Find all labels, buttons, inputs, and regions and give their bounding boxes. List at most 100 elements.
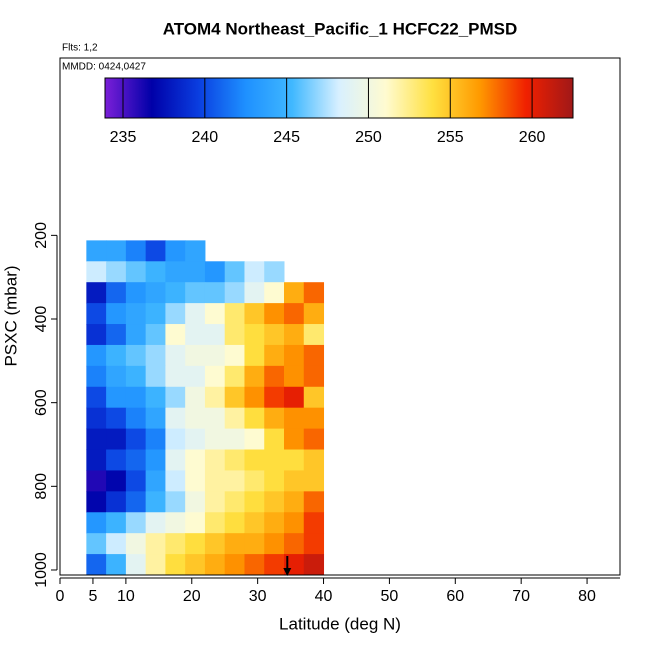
curtain-cell (165, 449, 186, 471)
curtain-cell (165, 491, 186, 513)
curtain-cell (145, 261, 166, 283)
curtain-cell (185, 324, 206, 346)
curtain-cell (185, 282, 206, 304)
curtain-cell (165, 261, 186, 283)
curtain-cell (106, 240, 127, 262)
curtain-cell (264, 428, 285, 451)
curtain-cell (224, 324, 245, 346)
curtain-cell (185, 554, 206, 576)
curtain-cell (185, 344, 206, 367)
curtain-cell (125, 491, 147, 513)
latitude-marker (283, 556, 292, 576)
y-axis-label: PSXC (mbar) (1, 265, 20, 366)
curtain-cell (224, 470, 245, 492)
x-tick-label: 50 (381, 588, 399, 605)
curtain-cell (264, 470, 285, 492)
curtain-cell (145, 470, 166, 492)
curtain-cell (185, 386, 206, 409)
curtain-cell (86, 240, 107, 262)
curtain-cell (125, 554, 147, 576)
x-tick-label: 10 (117, 588, 135, 605)
curtain-cell (86, 386, 107, 409)
curtain-cell (145, 554, 166, 576)
curtain-cell (264, 261, 285, 283)
curtain-cell (185, 261, 206, 283)
curtain-cell (303, 365, 325, 388)
y-tick-label: 800 (33, 473, 50, 500)
curtain-cell (185, 240, 206, 262)
x-tick-label: 80 (578, 588, 596, 605)
curtain-cell (264, 365, 285, 388)
curtain-cell (244, 407, 265, 430)
colorbar-tick-label: 260 (519, 129, 546, 146)
curtain-cell (125, 324, 147, 346)
curtain-cell (125, 240, 147, 262)
curtain-cell (204, 407, 226, 430)
curtain-cell (86, 512, 107, 534)
curtain-cell (86, 407, 107, 430)
curtain-cell (165, 386, 186, 409)
curtain-cell (185, 512, 206, 534)
curtain-cell (145, 282, 166, 304)
curtain-cell (224, 554, 245, 576)
colorbar (104, 77, 574, 119)
y-tick-label: 400 (33, 306, 50, 333)
curtain-cell (145, 491, 166, 513)
curtain-cell (125, 344, 147, 367)
curtain-cell (224, 491, 245, 513)
curtain-cell (284, 512, 305, 534)
curtain-cell (106, 261, 127, 283)
curtain-cell (204, 344, 226, 367)
curtain-cell (204, 533, 226, 555)
curtain-cell (145, 407, 166, 430)
chart-title: ATOM4 Northeast_Pacific_1 HCFC22_PMSD (163, 19, 518, 38)
colorbar-tick-label: 240 (191, 129, 218, 146)
curtain-cell (165, 554, 186, 576)
curtain-cell (264, 491, 285, 513)
curtain-cell (185, 365, 206, 388)
curtain-cell (284, 407, 305, 430)
curtain-cell (204, 470, 226, 492)
curtain-cell (284, 344, 305, 367)
curtain-cell (264, 512, 285, 534)
curtain-cell (165, 365, 186, 388)
curtain-cell (165, 344, 186, 367)
curtain-cell (106, 491, 127, 513)
flights-label: Flts: 1,2 (62, 43, 98, 54)
curtain-cell (86, 282, 107, 304)
curtain-cell (145, 449, 166, 471)
curtain-cell (125, 365, 147, 388)
curtain-cell (224, 533, 245, 555)
y-tick-label: 200 (33, 222, 50, 249)
curtain-cell (204, 512, 226, 534)
marker-head (283, 568, 292, 576)
curtain-cell (204, 365, 226, 388)
curtain-cell (86, 470, 107, 492)
curtain-cell (284, 491, 305, 513)
curtain-cell (224, 365, 245, 388)
curtain-cell (204, 324, 226, 346)
curtain-cell (224, 386, 245, 409)
curtain-cell (284, 324, 305, 346)
curtain-cell (86, 303, 107, 325)
curtain-cell (106, 386, 127, 409)
curtain-cell (106, 324, 127, 346)
curtain-cell (224, 449, 245, 471)
curtain-cell (284, 449, 305, 471)
curtain-cell (125, 386, 147, 409)
curtain-cell (185, 533, 206, 555)
curtain-cell (106, 554, 127, 576)
curtain-cell (224, 428, 245, 451)
curtain-cell (106, 365, 127, 388)
y-tick-label: 600 (33, 389, 50, 416)
curtain-cell (204, 554, 226, 576)
curtain-cell (204, 491, 226, 513)
curtain-cell (86, 449, 107, 471)
curtain-cell (145, 428, 166, 451)
curtain-cell (284, 470, 305, 492)
curtain-cell (86, 324, 107, 346)
curtain-cell (303, 554, 325, 576)
curtain-cell (165, 470, 186, 492)
curtain-cell (106, 407, 127, 430)
curtain-cell (303, 533, 325, 555)
